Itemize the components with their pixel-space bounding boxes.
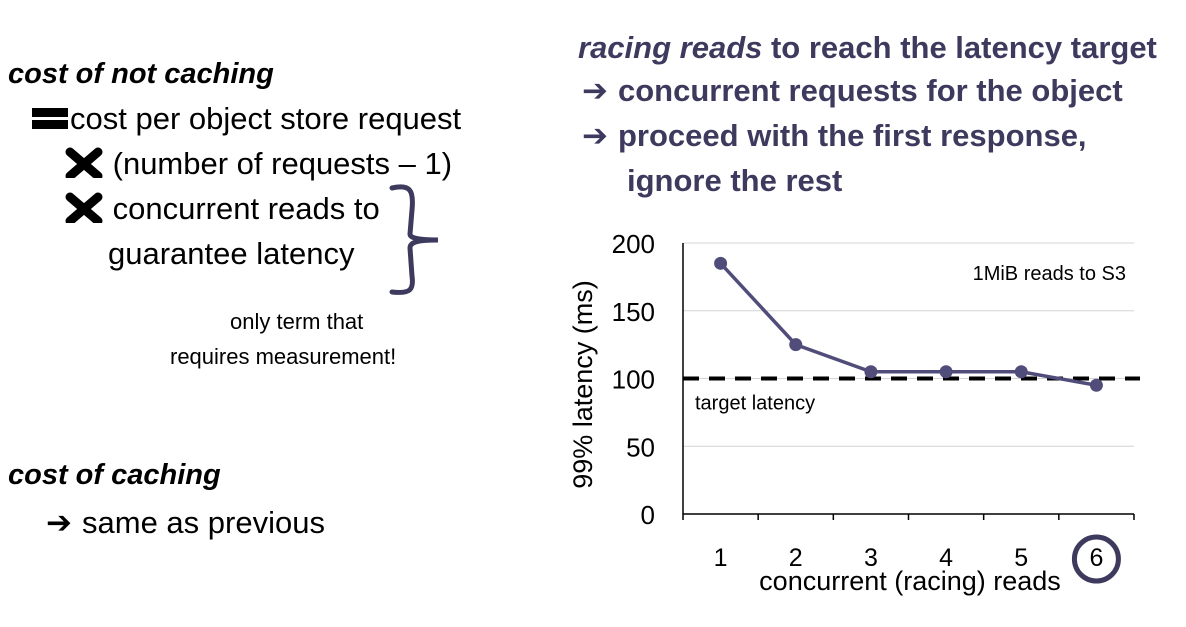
concurrent-reads-text: concurrent reads to xyxy=(112,191,380,226)
y-axis-title: 99% latency (ms) xyxy=(568,280,598,489)
highlight-circle-icon xyxy=(1071,534,1121,584)
same-as-previous-text: same as previous xyxy=(82,505,325,540)
guarantee-latency-text: guarantee latency xyxy=(108,236,355,271)
racing-reads-title: racing reads to reach the latency target xyxy=(578,30,1157,66)
racing-reads-emphasis: racing reads xyxy=(578,30,763,65)
data-point xyxy=(714,256,728,270)
data-point xyxy=(1014,365,1028,379)
target-latency-label: target latency xyxy=(695,393,815,415)
bullet-concurrent-requests-text: concurrent requests for the object xyxy=(618,73,1123,108)
data-point xyxy=(864,365,878,379)
x-tick-label: 2 xyxy=(789,544,803,572)
y-tick-label: 100 xyxy=(612,365,655,395)
data-point xyxy=(789,338,803,352)
bullet-ignore-rest: ignore the rest xyxy=(627,163,843,198)
arrow-right-icon: ➔ xyxy=(46,505,72,540)
times-icon xyxy=(65,192,103,226)
number-of-requests-line: (number of requests – 1) xyxy=(64,146,452,182)
concurrent-reads-line: concurrent reads to xyxy=(64,191,380,227)
cost-per-request-text: cost per object store request xyxy=(70,101,462,136)
curly-brace-icon xyxy=(389,184,439,295)
equals-icon xyxy=(32,108,68,129)
x-tick-label: 3 xyxy=(864,544,878,572)
bullet-first-response: ➔ proceed with the first response, xyxy=(582,118,1087,154)
series-line xyxy=(719,262,1097,387)
data-point xyxy=(1089,378,1103,392)
bullet-concurrent-requests: ➔ concurrent requests for the object xyxy=(582,73,1123,109)
chart-annotation: 1MiB reads to S3 xyxy=(973,263,1126,285)
cost-per-request-line: cost per object store request xyxy=(30,101,461,137)
x-tick-label: 1 xyxy=(714,544,728,572)
x-tick-label: 6 xyxy=(1089,544,1103,572)
heading-cost-not-caching: cost of not caching xyxy=(8,58,274,90)
note-line-2: requires measurement! xyxy=(170,344,397,369)
times-icon xyxy=(65,147,103,181)
y-tick-label: 50 xyxy=(626,432,655,462)
y-tick-label: 0 xyxy=(641,500,655,530)
y-tick-label: 150 xyxy=(612,297,655,327)
bullet-first-response-text: proceed with the first response, xyxy=(618,118,1087,153)
x-tick-label: 5 xyxy=(1014,544,1028,572)
number-of-requests-text: (number of requests – 1) xyxy=(112,146,453,181)
data-point xyxy=(939,365,953,379)
heading-cost-caching: cost of caching xyxy=(8,459,221,491)
y-tick-label: 200 xyxy=(612,229,655,259)
same-as-previous-line: ➔ same as previous xyxy=(46,505,325,541)
arrow-right-icon: ➔ xyxy=(582,73,608,108)
x-tick-label: 4 xyxy=(939,544,953,572)
arrow-right-icon: ➔ xyxy=(582,118,608,153)
x-axis-title: concurrent (racing) reads xyxy=(759,566,1061,596)
racing-reads-title-rest: to reach the latency target xyxy=(762,30,1157,65)
note-line-1: only term that xyxy=(230,309,364,334)
